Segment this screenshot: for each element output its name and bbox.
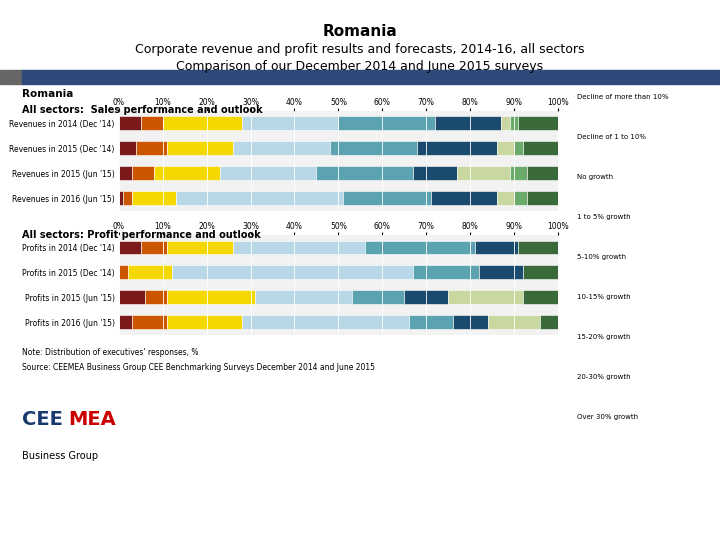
Text: Decline of more than 10%: Decline of more than 10%	[577, 94, 669, 100]
Bar	[497, 191, 514, 205]
Bar	[136, 141, 167, 155]
Text: Business Group: Business Group	[22, 451, 98, 461]
Bar	[435, 116, 501, 130]
Bar	[351, 291, 405, 304]
Bar	[141, 116, 163, 130]
Bar	[233, 240, 365, 254]
Bar	[132, 191, 176, 205]
Text: No growth: No growth	[577, 174, 613, 180]
Bar	[514, 191, 527, 205]
Bar	[167, 315, 242, 329]
Text: Source: CEEMEA Business Group CEE Benchmarking Surveys December 2014 and June 20: Source: CEEMEA Business Group CEE Benchm…	[22, 363, 374, 372]
Text: Romania: Romania	[323, 24, 397, 39]
Bar	[233, 141, 330, 155]
Bar	[123, 191, 132, 205]
Bar	[405, 291, 448, 304]
Text: 1 to 5% growth: 1 to 5% growth	[577, 214, 631, 220]
Bar	[154, 166, 220, 180]
Text: Corporate revenue and profit results and forecasts, 2014-16, all sectors: Corporate revenue and profit results and…	[135, 43, 585, 56]
Bar	[338, 116, 435, 130]
Bar	[317, 166, 413, 180]
Bar	[541, 315, 558, 329]
Bar	[474, 240, 518, 254]
Bar	[0, 70, 22, 84]
Bar	[242, 315, 409, 329]
Bar	[448, 291, 523, 304]
Bar	[119, 266, 127, 279]
Bar	[167, 141, 233, 155]
Bar	[127, 266, 171, 279]
Bar	[457, 166, 510, 180]
Bar	[119, 191, 123, 205]
Bar	[242, 116, 338, 130]
Text: 10-15% growth: 10-15% growth	[577, 294, 631, 300]
Text: 15-20% growth: 15-20% growth	[577, 334, 631, 340]
Bar	[413, 266, 479, 279]
Bar	[343, 191, 431, 205]
Text: Romania: Romania	[22, 89, 73, 99]
Bar	[119, 166, 132, 180]
Bar	[145, 291, 167, 304]
Bar	[119, 315, 132, 329]
Text: Over 30% growth: Over 30% growth	[577, 414, 639, 420]
Bar	[518, 116, 558, 130]
Text: All sectors: Profit performance and outlook: All sectors: Profit performance and outl…	[22, 230, 261, 240]
Bar	[510, 116, 518, 130]
Text: 5-10% growth: 5-10% growth	[577, 254, 626, 260]
Text: Decline of 1 to 10%: Decline of 1 to 10%	[577, 134, 647, 140]
Text: 20-30% growth: 20-30% growth	[577, 374, 631, 380]
Bar	[431, 191, 497, 205]
Bar	[479, 266, 523, 279]
Text: Comparison of our December 2014 and June 2015 surveys: Comparison of our December 2014 and June…	[176, 60, 544, 73]
Bar	[365, 240, 474, 254]
Bar	[132, 315, 167, 329]
Bar	[119, 116, 141, 130]
Bar	[119, 141, 136, 155]
Bar	[409, 315, 453, 329]
Bar	[523, 266, 558, 279]
Bar	[176, 191, 343, 205]
Text: CEE: CEE	[22, 410, 63, 429]
Bar	[330, 141, 418, 155]
Bar	[510, 166, 527, 180]
Bar	[255, 291, 351, 304]
Bar	[167, 291, 255, 304]
Bar	[518, 240, 558, 254]
Bar	[220, 166, 317, 180]
Bar	[497, 141, 514, 155]
Bar	[527, 166, 558, 180]
Text: MEA: MEA	[68, 410, 116, 429]
Bar	[501, 116, 510, 130]
Bar	[453, 315, 487, 329]
Text: All sectors:  Sales performance and outlook: All sectors: Sales performance and outlo…	[22, 105, 262, 116]
Bar	[514, 141, 523, 155]
Bar	[418, 141, 497, 155]
Bar	[523, 291, 558, 304]
Bar	[171, 266, 413, 279]
Bar	[163, 116, 242, 130]
Bar	[132, 166, 154, 180]
Bar	[119, 240, 141, 254]
Bar	[523, 141, 558, 155]
Bar	[141, 240, 167, 254]
Bar	[487, 315, 541, 329]
Bar	[119, 291, 145, 304]
Bar	[527, 191, 558, 205]
Bar	[413, 166, 457, 180]
Text: Note: Distribution of executives' responses, %: Note: Distribution of executives' respon…	[22, 348, 198, 357]
Bar	[167, 240, 233, 254]
